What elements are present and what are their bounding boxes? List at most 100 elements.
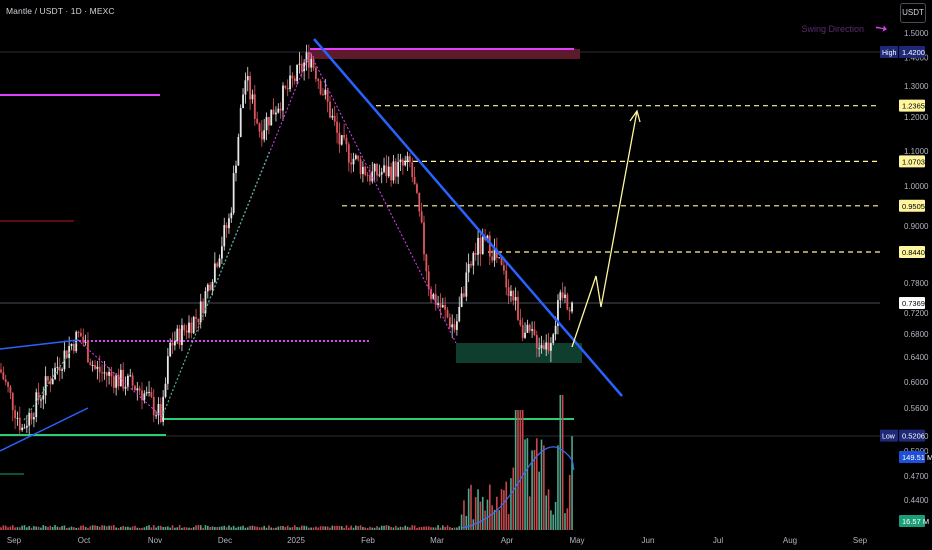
candle-body <box>474 252 477 255</box>
volume-bar <box>366 527 369 530</box>
time-tick-label: Feb <box>361 536 375 545</box>
time-tick-label: Mar <box>430 536 444 545</box>
candle-body <box>463 293 465 297</box>
price-tag-box <box>880 429 898 442</box>
candle-body <box>315 67 317 80</box>
candle-body <box>336 121 338 133</box>
volume-bar <box>308 527 310 530</box>
candle-body <box>150 391 153 397</box>
candle-body <box>84 341 87 343</box>
candle-body <box>2 372 5 380</box>
candle-body <box>350 162 353 165</box>
candle-body <box>141 390 143 400</box>
candle-body <box>246 76 249 81</box>
candle-body <box>554 325 557 335</box>
volume-bar <box>235 527 237 530</box>
candle-body <box>183 325 186 331</box>
volume-bar <box>517 410 519 530</box>
candle-body <box>531 329 533 331</box>
volume-bar <box>145 526 148 530</box>
candle-body <box>561 292 564 298</box>
time-tick-label: Sep <box>7 536 22 545</box>
candle-body <box>61 369 63 371</box>
candle-body <box>510 290 512 297</box>
volume-bar <box>21 525 23 530</box>
time-tick-label: Dec <box>218 536 232 545</box>
candle-body <box>526 324 529 333</box>
volume-bar <box>340 526 343 530</box>
price-label-box <box>899 515 925 527</box>
volume-bar <box>232 525 235 530</box>
volume-bar <box>282 526 284 530</box>
candle-body <box>535 334 538 349</box>
volume-bar <box>329 527 331 530</box>
volume-bar <box>11 525 14 530</box>
volume-bar <box>174 527 176 530</box>
volume-bar <box>124 526 127 530</box>
candle-body <box>279 108 282 111</box>
volume-bar <box>188 527 190 530</box>
candle-body <box>319 81 322 95</box>
candle-body <box>239 108 242 137</box>
candle-body <box>155 415 157 417</box>
candle-body <box>286 87 289 90</box>
candle-body <box>427 271 430 289</box>
volume-bar <box>352 527 355 530</box>
candle-body <box>30 412 33 420</box>
time-tick-label: 2025 <box>287 536 305 545</box>
candle-body <box>223 225 226 247</box>
volume-bar <box>348 527 350 530</box>
volume-bar <box>214 526 216 530</box>
time-axis[interactable]: Sep Oct Nov Dec 2025 Feb Mar Apr May Jun Jul Aug Sep <box>0 532 881 550</box>
volume-bar <box>413 525 416 530</box>
candle-body <box>305 52 308 63</box>
price-axis[interactable]: 1.5000 1.4000 1.3000 1.2000 1.1000 1.0000 0.90… <box>880 0 932 550</box>
volume-bar <box>0 527 2 530</box>
volume-bar <box>277 526 280 530</box>
candle-body <box>394 161 397 177</box>
candle-body <box>44 376 47 396</box>
candle-body <box>413 177 416 185</box>
candle-body <box>291 75 294 79</box>
volume-bar <box>80 525 82 530</box>
candle-body <box>329 101 331 118</box>
candle-body <box>448 317 451 328</box>
candle-body <box>272 109 275 115</box>
swing-direction-note: Swing Direction <box>801 24 864 34</box>
volume-bar <box>150 527 153 530</box>
price-tick-label: 0.6000 <box>904 378 929 387</box>
candle-body <box>169 342 172 357</box>
symbol-legend[interactable]: Mantle / USDT · 1D · MEXC <box>6 6 115 16</box>
candle-body <box>131 375 134 386</box>
candle-body <box>174 341 176 346</box>
candle-body <box>430 288 432 300</box>
volume-bar <box>538 471 540 530</box>
currency-button[interactable]: USDT <box>900 3 926 23</box>
volume-bar <box>503 490 505 530</box>
volume-bar <box>301 525 303 530</box>
candle-body <box>347 144 350 163</box>
volume-bar <box>75 527 77 530</box>
volume-bar <box>82 525 85 530</box>
candle-body <box>56 366 59 368</box>
candle-body <box>164 383 167 397</box>
candle-body <box>213 263 216 283</box>
volume-bar <box>456 527 458 530</box>
volume-bar <box>453 527 456 530</box>
candle-body <box>204 291 207 314</box>
candle-body <box>369 175 371 182</box>
candle-body <box>178 328 181 345</box>
price-tick-label: 1.2000 <box>904 113 929 122</box>
candle-body <box>0 369 2 373</box>
volume-bar <box>35 526 38 530</box>
candle-body <box>300 63 303 72</box>
volume-bar <box>566 508 569 530</box>
candle-body <box>378 174 381 176</box>
price-label: 0.5206 <box>902 432 925 441</box>
candle-body <box>105 372 108 376</box>
candle-body <box>49 380 52 385</box>
candle-body <box>202 301 204 314</box>
volume-bar <box>120 526 122 530</box>
volume-bar <box>395 525 397 530</box>
